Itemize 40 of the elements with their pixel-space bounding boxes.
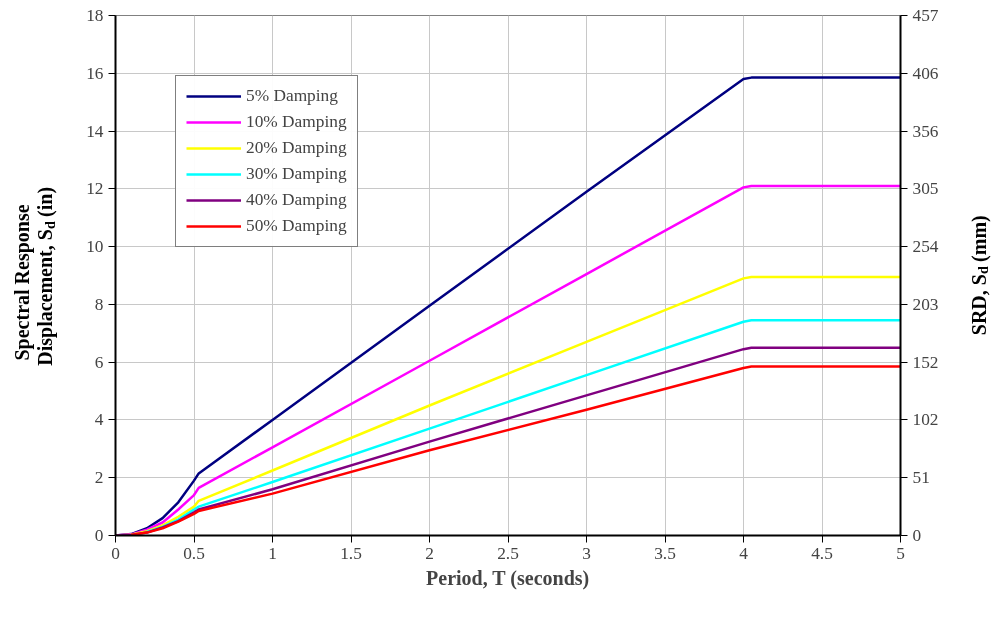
x-tick-label: 5 xyxy=(896,543,905,563)
y2-tick-label: 457 xyxy=(912,6,939,25)
y-tick-label: 16 xyxy=(86,63,104,83)
y-tick-label: 2 xyxy=(94,468,104,488)
y2-tick-label: 254 xyxy=(912,237,939,257)
x-tick-label: 0 xyxy=(111,543,120,563)
x-tick-label: 2.5 xyxy=(497,543,519,563)
y2-tick-label: 203 xyxy=(912,294,939,314)
x-tick-label: 1.5 xyxy=(340,543,362,563)
legend-label: 10% Damping xyxy=(246,112,347,132)
y-tick-label: 18 xyxy=(86,6,104,25)
x-tick-label: 1 xyxy=(268,543,277,563)
y2-tick-label: 406 xyxy=(912,63,939,83)
x-axis-title: Period, T (seconds) xyxy=(426,566,590,590)
y-tick-label: 4 xyxy=(94,410,104,430)
legend-label: 5% Damping xyxy=(246,86,338,106)
x-tick-label: 3.5 xyxy=(654,543,676,563)
y2-tick-label: 356 xyxy=(912,121,939,141)
y2-tick-label: 152 xyxy=(912,352,939,372)
x-tick-label: 2 xyxy=(425,543,434,563)
x-tick-label: 4 xyxy=(739,543,749,563)
y-tick-label: 6 xyxy=(94,352,104,372)
y2-tick-label: 0 xyxy=(912,526,922,545)
x-tick-label: 3 xyxy=(582,543,591,563)
y-tick-label: 0 xyxy=(94,526,104,545)
x-tick-label: 4.5 xyxy=(811,543,833,563)
legend-label: 20% Damping xyxy=(246,138,347,158)
y2-axis-title: SRD, Sd (mm) xyxy=(967,215,991,336)
y2-tick-label: 102 xyxy=(912,410,939,430)
x-tick-label: 0.5 xyxy=(183,543,205,563)
legend-label: 30% Damping xyxy=(246,164,347,184)
legend-label: 50% Damping xyxy=(246,216,347,236)
y2-tick-label: 51 xyxy=(912,468,930,488)
y-tick-label: 14 xyxy=(86,121,104,141)
y2-tick-label: 305 xyxy=(912,179,939,199)
y-tick-label: 10 xyxy=(86,237,104,257)
y-tick-label: 12 xyxy=(86,179,104,199)
line-series xyxy=(145,319,901,534)
y-tick-label: 8 xyxy=(94,294,104,314)
legend-label: 40% Damping xyxy=(246,190,347,210)
